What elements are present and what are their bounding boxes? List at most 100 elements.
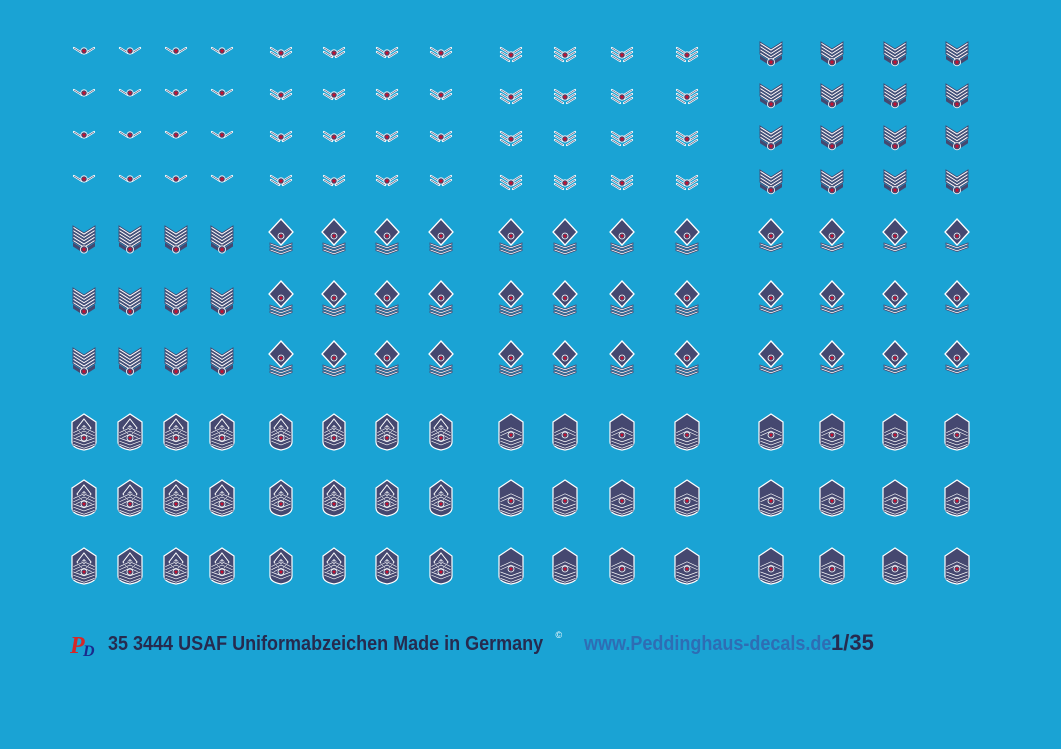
- footer: P D 35 3444 USAF Uniformabzeichen Made i…: [70, 630, 874, 670]
- senior-master-sergeant-first-insignia-icon: [322, 413, 346, 451]
- airman-insignia-icon: [118, 130, 142, 139]
- chief-master-sergeant-insignia-icon: [674, 413, 700, 451]
- senior-master-sergeant-first-insignia-icon: [269, 413, 293, 451]
- chief-master-sergeant-insignia-icon: [758, 413, 784, 451]
- master-sergeant-first-insignia-icon: [552, 340, 578, 378]
- airman-insignia-icon: [118, 174, 142, 183]
- airman-first-class-insignia-icon: [429, 88, 453, 101]
- staff-sergeant-insignia-icon: [820, 83, 844, 109]
- senior-master-sergeant-insignia-icon: [882, 280, 908, 315]
- chief-master-sergeant-insignia-icon: [498, 547, 524, 585]
- chief-master-sergeant-insignia-icon: [552, 479, 578, 517]
- senior-master-sergeant-first-insignia-icon: [429, 479, 453, 517]
- airman-insignia-icon: [210, 88, 234, 97]
- master-sergeant-first-insignia-icon: [498, 340, 524, 378]
- senior-master-sergeant-insignia-icon: [819, 218, 845, 253]
- airman-first-class-insignia-icon: [322, 88, 346, 101]
- master-sergeant-first-insignia-icon: [374, 218, 400, 256]
- master-sergeant-first-insignia-icon: [428, 280, 454, 318]
- senior-master-sergeant-first-insignia-icon: [269, 479, 293, 517]
- staff-sergeant-insignia-icon: [883, 83, 907, 109]
- chief-master-sergeant-insignia-icon: [882, 547, 908, 585]
- senior-airman-insignia-icon: [610, 88, 634, 105]
- enlisted-block-3: [498, 46, 700, 585]
- chief-master-sergeant-insignia-icon: [674, 547, 700, 585]
- staff-sergeant-insignia-icon: [945, 83, 969, 109]
- senior-airman-insignia-icon: [499, 46, 523, 63]
- master-sergeant-first-insignia-icon: [321, 340, 347, 378]
- chief-master-sergeant-insignia-icon: [944, 479, 970, 517]
- senior-airman-insignia-icon: [553, 130, 577, 147]
- chief-master-sergeant-insignia-icon: [609, 547, 635, 585]
- airman-insignia-icon: [210, 46, 234, 55]
- copyright-mark: ©: [555, 630, 563, 640]
- airman-first-class-insignia-icon: [375, 130, 399, 143]
- staff-sergeant-insignia-icon: [820, 125, 844, 151]
- staff-sergeant-insignia-icon: [883, 41, 907, 67]
- chief-master-sergeant-first-insignia-icon: [163, 479, 189, 517]
- senior-airman-insignia-icon: [610, 46, 634, 63]
- master-sergeant-insignia-icon: [758, 340, 784, 375]
- airman-insignia-icon: [72, 174, 96, 183]
- chief-master-sergeant-first-insignia-icon: [71, 413, 97, 451]
- senior-master-sergeant-first-insignia-icon: [375, 547, 399, 585]
- chief-master-sergeant-first-insignia-icon: [117, 479, 143, 517]
- chief-master-sergeant-first-insignia-icon: [117, 413, 143, 451]
- technical-sergeant-insignia-icon: [118, 347, 142, 376]
- master-sergeant-first-insignia-icon: [674, 218, 700, 256]
- airman-first-class-insignia-icon: [269, 88, 293, 101]
- master-sergeant-insignia-icon: [944, 340, 970, 375]
- technical-sergeant-insignia-icon: [210, 287, 234, 316]
- master-sergeant-first-insignia-icon: [268, 280, 294, 318]
- staff-sergeant-insignia-icon: [945, 41, 969, 67]
- chief-master-sergeant-insignia-icon: [758, 547, 784, 585]
- airman-first-class-insignia-icon: [375, 88, 399, 101]
- airman-insignia-icon: [118, 88, 142, 97]
- airman-insignia-icon: [72, 88, 96, 97]
- logo-letter-p: P: [70, 633, 85, 659]
- logo-letter-d: D: [83, 643, 95, 660]
- senior-airman-insignia-icon: [499, 88, 523, 105]
- airman-first-class-insignia-icon: [322, 174, 346, 187]
- chief-master-sergeant-insignia-icon: [819, 479, 845, 517]
- airman-first-class-insignia-icon: [375, 174, 399, 187]
- senior-airman-insignia-icon: [610, 174, 634, 191]
- chief-master-sergeant-insignia-icon: [882, 413, 908, 451]
- master-sergeant-first-insignia-icon: [552, 280, 578, 318]
- staff-sergeant-insignia-icon: [759, 41, 783, 67]
- master-sergeant-first-insignia-icon: [674, 280, 700, 318]
- senior-master-sergeant-insignia-icon: [882, 218, 908, 253]
- enlisted-block-4: [758, 41, 970, 585]
- senior-master-sergeant-first-insignia-icon: [375, 413, 399, 451]
- airman-first-class-insignia-icon: [375, 46, 399, 59]
- airman-first-class-insignia-icon: [269, 174, 293, 187]
- airman-insignia-icon: [118, 46, 142, 55]
- senior-airman-insignia-icon: [675, 88, 699, 105]
- chief-master-sergeant-insignia-icon: [552, 413, 578, 451]
- master-sergeant-first-insignia-icon: [428, 218, 454, 256]
- master-sergeant-first-insignia-icon: [609, 218, 635, 256]
- airman-first-class-insignia-icon: [322, 46, 346, 59]
- airman-first-class-insignia-icon: [322, 130, 346, 143]
- senior-airman-insignia-icon: [610, 130, 634, 147]
- website-link[interactable]: www.Peddinghaus-decals.de: [584, 633, 832, 655]
- master-sergeant-first-insignia-icon: [552, 218, 578, 256]
- chief-master-sergeant-insignia-icon: [758, 479, 784, 517]
- chief-master-sergeant-first-insignia-icon: [163, 413, 189, 451]
- chief-master-sergeant-first-insignia-icon: [71, 547, 97, 585]
- chief-master-sergeant-insignia-icon: [674, 479, 700, 517]
- senior-airman-insignia-icon: [499, 130, 523, 147]
- senior-master-sergeant-insignia-icon: [758, 280, 784, 315]
- staff-sergeant-insignia-icon: [883, 125, 907, 151]
- senior-master-sergeant-first-insignia-icon: [429, 413, 453, 451]
- technical-sergeant-insignia-icon: [72, 347, 96, 376]
- chief-master-sergeant-first-insignia-icon: [209, 413, 235, 451]
- staff-sergeant-insignia-icon: [759, 83, 783, 109]
- enlisted-block-2: [268, 46, 454, 585]
- master-sergeant-first-insignia-icon: [498, 218, 524, 256]
- master-sergeant-first-insignia-icon: [374, 280, 400, 318]
- senior-airman-insignia-icon: [675, 174, 699, 191]
- technical-sergeant-insignia-icon: [72, 225, 96, 254]
- chief-master-sergeant-insignia-icon: [498, 479, 524, 517]
- staff-sergeant-insignia-icon: [820, 169, 844, 195]
